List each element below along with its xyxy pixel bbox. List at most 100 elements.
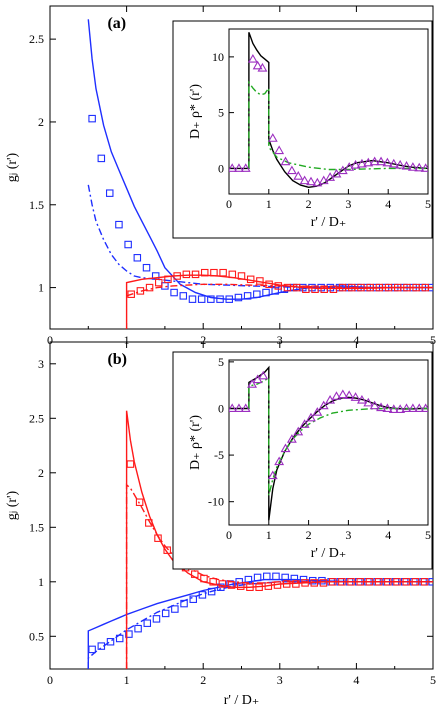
b-series-5-square-marker bbox=[328, 578, 337, 586]
b-inset-series-2-triangle-marker bbox=[414, 403, 425, 413]
b-inset-series-2-triangle-marker bbox=[388, 404, 399, 413]
b-inset-panel bbox=[172, 351, 433, 570]
a-inset-xtick-label: 5 bbox=[425, 197, 431, 211]
a-ytick-label: 2.5 bbox=[29, 32, 44, 46]
a-series-2-square-marker bbox=[216, 295, 224, 303]
b-series-5-square-marker bbox=[200, 574, 208, 583]
a-inset-ylabel: D₊ ρ* (r') bbox=[188, 84, 203, 139]
b-series-2-square-marker bbox=[97, 642, 106, 650]
b-xtick-label: 0 bbox=[47, 673, 53, 687]
b-series-5-square-marker bbox=[292, 580, 300, 588]
b-series-2-square-marker bbox=[152, 615, 161, 623]
a-inset-series-2-triangle-marker bbox=[286, 165, 297, 175]
a-series-5-square-marker bbox=[403, 283, 411, 292]
b-inset-xtick-label: 4 bbox=[385, 528, 391, 542]
b-series-5-square-marker bbox=[246, 583, 254, 591]
a-inset-panel bbox=[172, 20, 433, 239]
a-inset-series-2-triangle-marker bbox=[274, 145, 285, 155]
a-series-5-square-marker bbox=[182, 270, 191, 279]
b-ytick-label: 1.5 bbox=[29, 520, 44, 534]
b-inset-xtick-label: 0 bbox=[226, 528, 232, 542]
b-ylabel: gⱼ (r') bbox=[5, 490, 20, 520]
a-inset-series-2-triangle-marker bbox=[299, 175, 310, 185]
a-panel-label: (a) bbox=[107, 15, 126, 32]
b-inset-series-2-triangle-marker bbox=[247, 379, 258, 388]
b-inset-xtick-label: 5 bbox=[425, 528, 431, 542]
b-inset-series-2-triangle-marker bbox=[293, 426, 304, 436]
b-inset-series-layer bbox=[229, 365, 428, 521]
a-inset-xtick-label: 4 bbox=[385, 197, 391, 211]
b-series-5-square-marker bbox=[236, 582, 245, 590]
b-inset-xlabel: r' / D₊ bbox=[311, 546, 347, 561]
b-inset-series-2-triangle-marker bbox=[363, 397, 374, 407]
a-inset-series-1-dashdot-line bbox=[248, 80, 428, 171]
b-inset-series-2-triangle-marker bbox=[420, 403, 428, 413]
b-series-5-square-marker bbox=[273, 581, 282, 589]
b-inset-series-2-triangle-marker bbox=[401, 403, 412, 413]
a-inset-series-2-triangle-marker bbox=[344, 162, 355, 171]
b-inset-ytick-label: 0 bbox=[218, 401, 224, 415]
panel-b: 0 1 2 3 4 5 0.5 1 1.5 2 2.5 3 (b) gⱼ (r') r' / D₊ 0 1 2 3 4… bbox=[5, 341, 436, 708]
a-series-5-square-marker bbox=[210, 268, 218, 277]
b-series-5-square-marker bbox=[338, 578, 346, 586]
b-series-2-square-marker bbox=[180, 599, 188, 608]
b-inset-series-2-triangle-marker bbox=[344, 390, 355, 399]
a-series-5-square-marker bbox=[366, 283, 374, 292]
a-inset-series-2-triangle-marker bbox=[234, 163, 244, 172]
b-inset-series-2-triangle-marker bbox=[369, 400, 380, 410]
a-series-2-square-marker bbox=[188, 295, 197, 303]
a-inset-xtick-label: 2 bbox=[306, 197, 312, 211]
a-inset-series-2-triangle-marker bbox=[306, 176, 316, 186]
a-inset-series-2-triangle-marker bbox=[407, 162, 418, 171]
a-inset-series-2-triangle-marker bbox=[395, 159, 406, 169]
b-series-2-square-marker bbox=[106, 637, 115, 646]
a-ytick-label: 1.5 bbox=[29, 198, 44, 212]
b-series-5-square-marker bbox=[384, 578, 392, 586]
b-inset-series-2-triangle-marker bbox=[356, 394, 367, 404]
b-inset-series-2-triangle-marker bbox=[382, 403, 393, 413]
a-inset-series-2-triangle-marker bbox=[369, 156, 380, 166]
a-inset-series-2-triangle-marker bbox=[350, 159, 361, 169]
a-ytick-label: 2 bbox=[38, 115, 44, 129]
a-inset-series-2-triangle-marker bbox=[401, 161, 412, 170]
b-ytick-label: 1 bbox=[38, 575, 44, 589]
a-series-5-square-marker bbox=[155, 278, 163, 287]
a-inset-ytick-label: 10 bbox=[212, 50, 224, 64]
b-inset-ytick-label: 5 bbox=[218, 355, 224, 369]
b-inset-series-2-triangle-marker bbox=[376, 402, 386, 412]
a-series-2-square-marker bbox=[197, 295, 206, 303]
b-ytick-label: 0.5 bbox=[29, 629, 44, 643]
b-inset-series-2-triangle-marker bbox=[306, 412, 316, 422]
b-series-5-square-marker bbox=[365, 578, 374, 586]
panel-a: 0 1 2 3 4 5 1 1.5 2 2.5 (a) gⱼ (r') r' / D₊ 0 1 2 3 4 5 0 5 1… bbox=[5, 5, 436, 368]
b-series-5-square-marker bbox=[356, 578, 364, 586]
b-series-2-square-marker bbox=[161, 609, 170, 618]
a-xtick-label: 1 bbox=[124, 333, 130, 347]
b-series-2-square-marker bbox=[88, 645, 96, 654]
b-inset-series-2-triangle-marker bbox=[337, 389, 348, 399]
a-series-5-square-marker bbox=[320, 285, 328, 293]
a-inset-frame bbox=[228, 28, 429, 195]
b-series-2-square-marker bbox=[272, 572, 280, 581]
b-series-2-square-marker bbox=[263, 572, 271, 581]
b-series-5-square-marker bbox=[310, 579, 319, 587]
b-series-2-square-marker bbox=[253, 573, 262, 582]
a-ytick-label: 1 bbox=[38, 281, 44, 295]
a-series-layer bbox=[87, 19, 433, 329]
a-series-5-square-marker bbox=[127, 290, 135, 298]
b-inset-xtick-label: 2 bbox=[306, 528, 312, 542]
a-inset-xtick-label: 0 bbox=[226, 197, 232, 211]
b-inset-series-2-triangle-marker bbox=[240, 403, 251, 413]
b-series-5-square-marker bbox=[209, 578, 217, 586]
b-series-5-square-marker bbox=[319, 579, 328, 587]
b-series-2-square-marker bbox=[290, 574, 299, 583]
b-series-5-square-marker bbox=[255, 583, 263, 591]
a-series-5-square-marker bbox=[421, 283, 430, 292]
a-inset-series-2-triangle-marker bbox=[229, 163, 238, 172]
b-series-2-square-marker bbox=[189, 595, 197, 603]
b-inset-series-2-triangle-marker bbox=[350, 392, 361, 401]
a-inset-series-2-triangle-marker bbox=[240, 163, 251, 172]
a-series-2-square-marker bbox=[170, 288, 178, 297]
a-series-5-square-marker bbox=[256, 277, 264, 285]
b-series-2-square-marker bbox=[125, 630, 133, 638]
